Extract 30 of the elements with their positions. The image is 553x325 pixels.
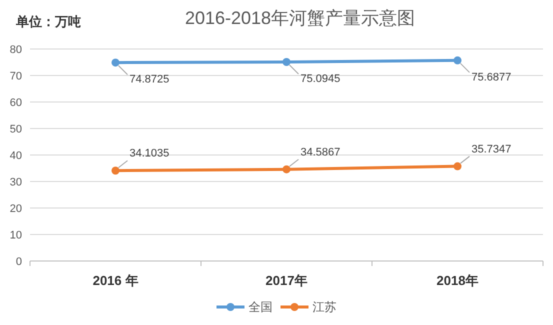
data-label: 35.7347 xyxy=(472,143,512,156)
y-tick-label: 60 xyxy=(10,97,22,109)
y-tick-label: 70 xyxy=(10,70,22,82)
legend-label: 全国 xyxy=(248,300,272,314)
y-tick-label: 30 xyxy=(10,176,22,188)
data-label: 34.5867 xyxy=(300,146,340,158)
x-tick-label: 2017年 xyxy=(266,273,308,288)
data-label: 75.0945 xyxy=(300,73,340,85)
y-tick-label: 50 xyxy=(10,124,22,136)
legend-label: 江苏 xyxy=(312,300,336,314)
y-tick-label: 0 xyxy=(16,256,22,268)
point xyxy=(112,58,120,67)
y-tick-label: 10 xyxy=(10,230,22,242)
data-label: 34.1035 xyxy=(130,148,170,160)
全国: 74.8725 75.0945 75.6877 xyxy=(112,56,512,86)
point xyxy=(282,58,290,66)
江苏: 34.1035 34.5867 35.7347 xyxy=(112,143,512,175)
chart-title: 2016-2018年河蟹产量示意图 xyxy=(184,8,416,28)
y-tick-label: 40 xyxy=(10,150,22,162)
x-tick-label: 2016 年 xyxy=(92,273,138,288)
point xyxy=(112,166,120,175)
point xyxy=(454,162,462,170)
y-tick-label: 80 xyxy=(10,44,22,56)
data-label: 75.6877 xyxy=(472,71,512,84)
y-tick-label: 20 xyxy=(10,203,22,215)
point xyxy=(454,56,462,64)
text: 单位：万吨 xyxy=(15,14,81,29)
x-tick-label: 2018年 xyxy=(436,273,478,288)
point xyxy=(282,165,290,174)
data-label: 74.8725 xyxy=(130,74,170,86)
